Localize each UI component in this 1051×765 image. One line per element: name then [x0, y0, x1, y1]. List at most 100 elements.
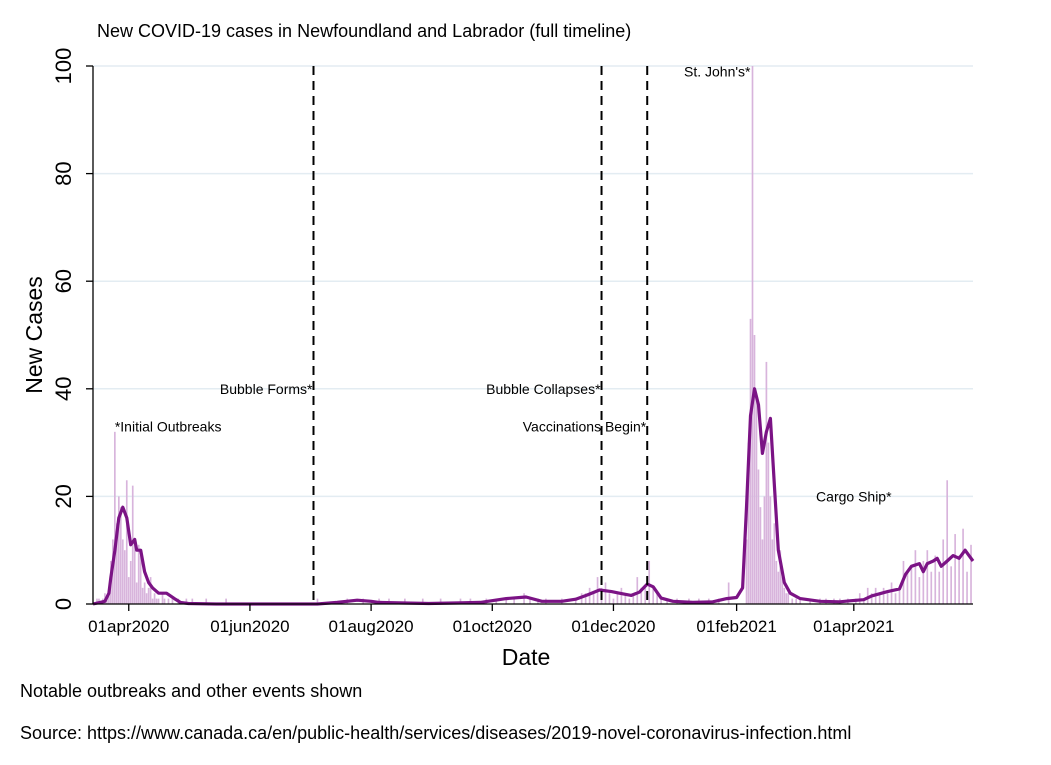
case-bar: [612, 598, 615, 604]
case-bar: [866, 587, 869, 604]
case-bar: [149, 577, 152, 604]
case-bar: [143, 582, 146, 604]
case-bar: [785, 593, 788, 604]
chart-labels: Bubble Forms* Bubble Collapses* Vaccinatio…: [21, 21, 892, 670]
case-bar: [127, 577, 130, 604]
case-bar: [588, 587, 591, 604]
case-bar: [135, 582, 138, 604]
case-bar: [775, 560, 778, 604]
case-bar: [753, 335, 756, 604]
case-bar: [755, 399, 758, 604]
x-tick-label: 01aug2020: [329, 617, 414, 636]
case-bar: [316, 598, 319, 604]
annotation-label: St. John's*: [684, 63, 751, 79]
annotation-label: *Initial Outbreaks: [115, 418, 222, 434]
case-bar: [660, 598, 662, 604]
x-tick-label: 01dec2020: [571, 617, 655, 636]
case-bar: [906, 571, 909, 604]
case-bar: [934, 555, 937, 604]
case-bar: [656, 593, 658, 604]
case-bar: [145, 593, 148, 604]
case-bar: [129, 560, 132, 604]
case-bar: [970, 544, 972, 604]
case-bar: [505, 598, 508, 604]
case-bar: [777, 571, 780, 604]
case-bar: [763, 496, 766, 604]
case-bar: [624, 593, 627, 604]
case-bar: [910, 566, 913, 604]
case-bar: [404, 598, 406, 604]
case-bar: [878, 593, 881, 604]
case-bar: [771, 539, 774, 604]
case-bar: [648, 560, 651, 604]
case-bar: [147, 587, 150, 604]
x-tick-label: 01jun2020: [210, 617, 289, 636]
event-label: Vaccinations Begin*: [523, 418, 647, 434]
case-bar: [918, 577, 921, 604]
case-bar: [592, 593, 595, 604]
case-bar: [954, 534, 956, 604]
case-bar: [747, 442, 750, 604]
case-bar: [185, 598, 188, 604]
case-bar: [898, 587, 901, 604]
y-tick-label: 0: [51, 598, 76, 610]
event-label: Bubble Forms*: [220, 381, 313, 397]
case-bar: [139, 555, 142, 604]
case-bar: [171, 598, 174, 604]
case-bar: [604, 582, 607, 604]
case-bar: [749, 318, 752, 604]
case-bar: [131, 485, 134, 604]
y-tick-label: 60: [51, 269, 76, 293]
gridlines: [93, 65, 973, 498]
case-bar: [652, 587, 655, 604]
case-bar: [644, 587, 647, 604]
case-bar: [161, 593, 164, 604]
x-tick-label: 01apr2020: [88, 617, 169, 636]
case-bar: [882, 587, 885, 604]
case-bar: [783, 587, 786, 604]
case-bar: [205, 598, 208, 604]
case-bar: [106, 598, 108, 604]
case-bar: [946, 480, 949, 604]
case-bar: [751, 66, 754, 604]
events-note: Notable outbreaks and other events shown: [20, 681, 363, 701]
case-bar: [155, 598, 158, 604]
case-bar: [958, 555, 960, 604]
case-bar: [914, 550, 917, 604]
case-bar: [781, 577, 784, 604]
case-bar: [96, 598, 98, 604]
case-bar: [141, 587, 144, 604]
y-tick-label: 40: [51, 377, 76, 401]
case-bar: [870, 593, 873, 604]
case-bar: [767, 442, 770, 604]
x-axis-title: Date: [502, 644, 551, 670]
chart-title: New COVID-19 cases in Newfoundland and L…: [97, 21, 631, 41]
annotation-label: Cargo Ship*: [816, 488, 892, 504]
case-bar: [153, 593, 156, 604]
case-bar: [225, 598, 227, 604]
x-tick-label: 01oct2020: [453, 617, 532, 636]
event-lines: [312, 66, 649, 604]
case-bar: [121, 539, 124, 604]
case-bar: [862, 598, 865, 604]
case-bar: [890, 582, 893, 604]
case-bar: [791, 598, 794, 604]
case-bar: [773, 523, 776, 604]
case-bar: [942, 539, 945, 604]
case-bar: [163, 598, 166, 604]
case-bar: [799, 598, 802, 604]
case-bar: [513, 598, 515, 604]
case-bar: [584, 593, 587, 604]
case-bar: [886, 593, 889, 604]
case-bar: [137, 544, 140, 604]
case-bar: [962, 528, 964, 604]
daily-case-bars: [96, 66, 972, 604]
case-bar: [133, 539, 136, 604]
case-bar: [759, 507, 762, 604]
x-tick-label: 01feb2021: [696, 617, 776, 636]
case-bar: [938, 571, 941, 604]
case-bar: [636, 577, 639, 604]
case-bar: [616, 593, 619, 604]
case-bar: [125, 480, 128, 604]
case-bar: [620, 587, 623, 604]
